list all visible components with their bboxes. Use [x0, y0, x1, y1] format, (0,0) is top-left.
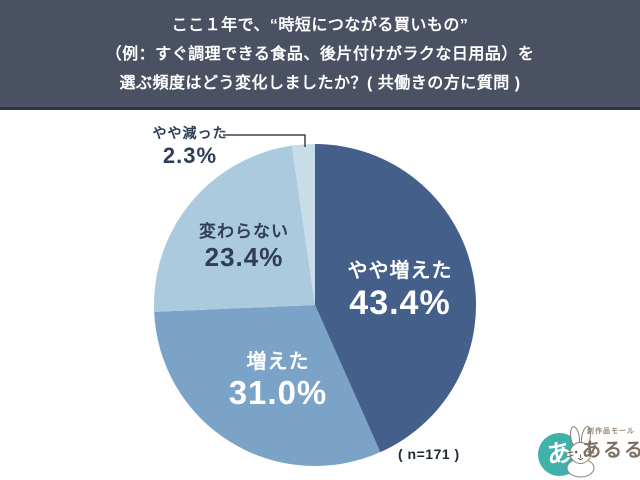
pie-slice-2 [153, 145, 315, 312]
pie-slices [153, 144, 477, 467]
pie-slice-1 [154, 305, 381, 467]
pie-slice-3 [291, 144, 315, 305]
leader-line-yaya-hetta [223, 134, 306, 147]
question-line-3: 選ぶ頻度はどう変化しましたか？( 共働きの方に質問 ) [119, 75, 521, 92]
question-header: ここ１年で、“時短につながる買いもの” （例：すぐ調理できる食品、後片付けがラク… [0, 0, 640, 110]
rabbit-mascot-icon [566, 426, 595, 478]
pie-slice-0 [315, 144, 477, 453]
site-logo: あ 創作品モール あるる [536, 422, 640, 478]
logo-text: 創作品モール あるる [582, 426, 640, 466]
logo-name: あるる [582, 440, 640, 461]
question-line-2: （例：すぐ調理できる食品、後片付けがラクな日用品）を [105, 46, 535, 63]
logo-tagline: 創作品モール [587, 428, 635, 435]
sample-size-note: ( n=171 ) [398, 446, 460, 462]
question-line-1: ここ１年で、“時短につながる買いもの” [171, 17, 469, 34]
